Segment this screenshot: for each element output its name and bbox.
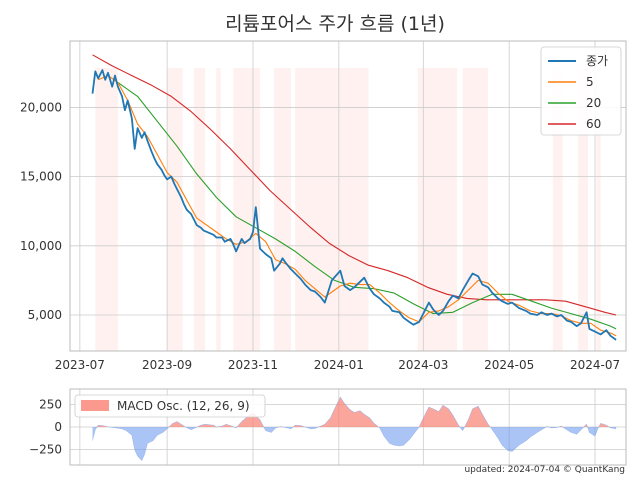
shaded-period (193, 68, 206, 351)
legend-label: 20 (586, 96, 601, 110)
legend-label: 종가 (586, 54, 608, 68)
legend-box (540, 46, 622, 136)
series-line-ma60 (92, 54, 617, 316)
series-line-close (91, 69, 617, 341)
legend-label: 60 (586, 117, 601, 131)
shaded-period (167, 68, 183, 351)
macd-line (92, 396, 617, 462)
shaded-period (95, 68, 118, 351)
chart-title: 리튬포어스 주가 흐름 (1년) (225, 13, 445, 35)
macd-plot-frame (69, 388, 627, 466)
macd-negative-area (92, 427, 617, 461)
shaded-period (462, 68, 489, 351)
shaded-period (596, 68, 601, 351)
shaded-period (578, 68, 588, 351)
x-tick-label: 2024-03 (398, 358, 448, 372)
x-tick-label: 2023-09 (142, 358, 192, 372)
x-tick-label: 2024-07 (570, 358, 620, 372)
footer-credit: updated: 2024-07-04 © QuantKang (464, 465, 625, 475)
macd-y-tick-label: 0 (54, 420, 62, 434)
macd-y-tick-label: 250 (39, 397, 62, 411)
macd-legend-box (74, 394, 266, 418)
macd-legend-swatch (81, 400, 109, 411)
x-tick-label: 2023-07 (55, 358, 105, 372)
shaded-periods (95, 68, 601, 351)
macd-legend: MACD Osc. (12, 26, 9) (74, 394, 266, 418)
y-tick-label: 15,000 (20, 170, 62, 184)
macd-legend-label: MACD Osc. (12, 26, 9) (117, 399, 250, 413)
x-tick-label: 2024-01 (314, 358, 364, 372)
shaded-period (295, 68, 369, 351)
main-plot-frame (69, 40, 627, 352)
x-tick-label: 2023-11 (228, 358, 278, 372)
shaded-period (417, 68, 458, 351)
legend: 종가 5 20 60 (540, 46, 622, 136)
series-line-ma5 (97, 75, 617, 337)
shaded-period (274, 68, 291, 351)
y-tick-label: 20,000 (20, 100, 62, 114)
x-tick-label: 2024-05 (484, 358, 534, 372)
legend-label: 5 (586, 75, 594, 89)
shaded-period (216, 68, 221, 351)
shaded-period (552, 68, 563, 351)
y-tick-label: 10,000 (20, 239, 62, 253)
macd-y-tick-label: −250 (29, 443, 62, 457)
y-tick-label: 5,000 (28, 308, 62, 322)
